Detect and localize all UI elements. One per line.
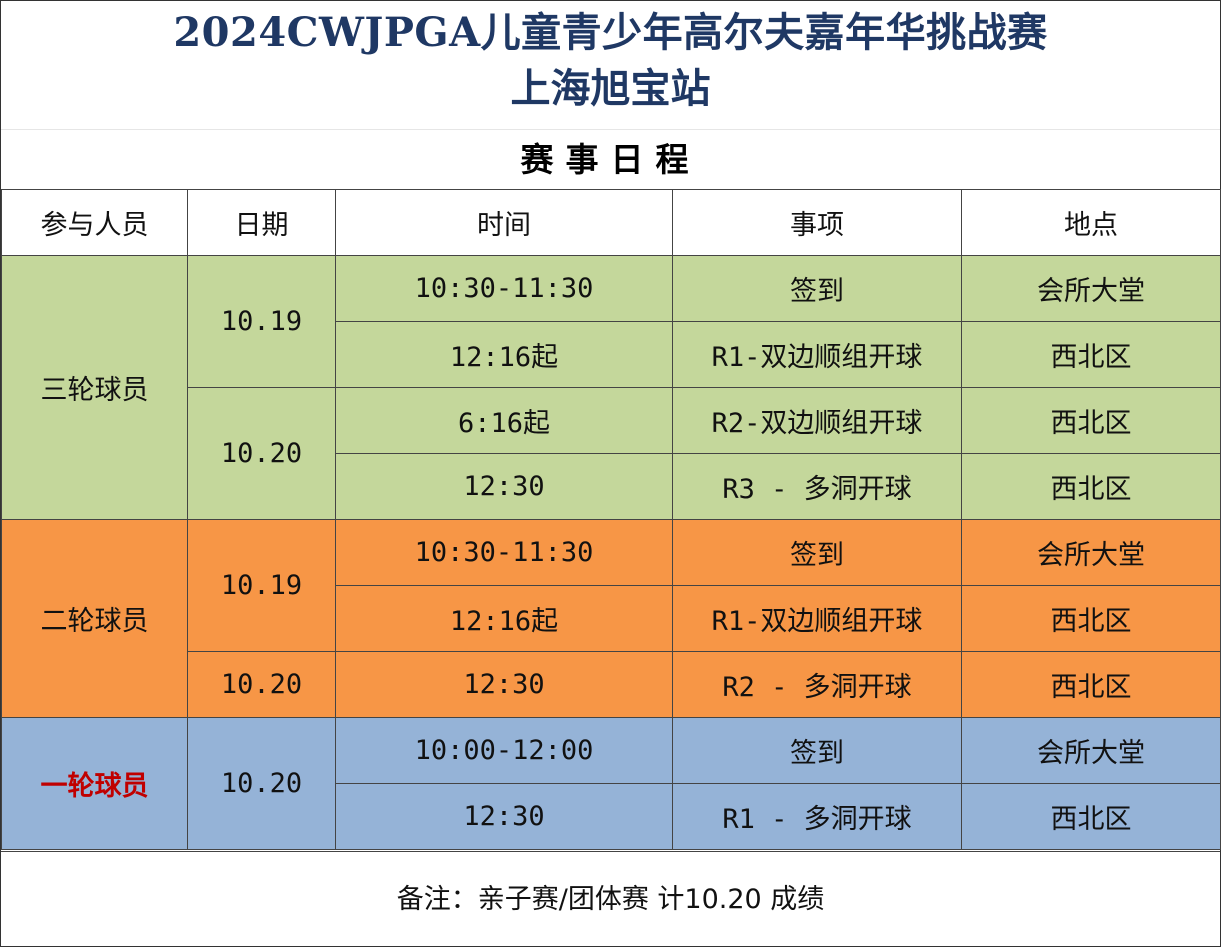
footnote: 备注：亲子赛/团体赛 计10.20 成绩 — [1, 851, 1220, 947]
item-cell: R3 - 多洞开球 — [672, 453, 962, 520]
item-cell: 签到 — [672, 255, 962, 322]
participant-cell: 一轮球员 — [1, 717, 188, 850]
item-cell: R1 - 多洞开球 — [672, 783, 962, 850]
date-cell: 10.19 — [187, 519, 336, 652]
place-cell: 西北区 — [961, 585, 1221, 652]
table-row: 10.20 12:30 R2 - 多洞开球 西北区 — [1, 651, 1221, 718]
time-cell: 6:16起 — [335, 387, 673, 454]
time-cell: 12:16起 — [335, 321, 673, 388]
table-row: 一轮球员 10.20 10:00-12:00 签到 会所大堂 — [1, 717, 1221, 850]
item-cell: R2-双边顺组开球 — [672, 387, 962, 454]
place-cell: 西北区 — [961, 651, 1221, 718]
item-cell: 签到 — [672, 717, 962, 784]
header-row: 参与人员 日期 时间 事项 地点 — [1, 189, 1221, 256]
event-title-line2: 上海旭宝站 — [510, 65, 711, 112]
time-cell: 10:00-12:00 — [335, 717, 673, 784]
time-cell: 10:30-11:30 — [335, 519, 673, 586]
header-date: 日期 — [187, 189, 336, 256]
event-title: 2024CWJPGA儿童青少年高尔夫嘉年华挑战赛 上海旭宝站 — [1, 1, 1220, 130]
date-cell: 10.20 — [187, 387, 336, 520]
place-cell: 西北区 — [961, 783, 1221, 850]
time-cell: 12:30 — [335, 651, 673, 718]
item-cell: 签到 — [672, 519, 962, 586]
schedule-table: 参与人员 日期 时间 事项 地点 三轮球员 10.19 10:30-11:30 … — [1, 189, 1221, 850]
table-row: 三轮球员 10.19 10:30-11:30 签到 会所大堂 — [1, 255, 1221, 520]
table-row: 二轮球员 10.19 10:30-11:30 签到 会所大堂 — [1, 519, 1221, 718]
date-cell: 10.20 — [187, 717, 336, 850]
table-row: 10.20 6:16起 R2-双边顺组开球 西北区 — [1, 387, 1221, 520]
date-cell: 10.20 — [187, 651, 336, 718]
header-time: 时间 — [335, 189, 673, 256]
place-cell: 西北区 — [961, 453, 1221, 520]
header-place: 地点 — [961, 189, 1221, 256]
participant-cell: 二轮球员 — [1, 519, 188, 718]
place-cell: 会所大堂 — [961, 717, 1221, 784]
participant-cell: 三轮球员 — [1, 255, 188, 520]
time-cell: 12:30 — [335, 453, 673, 520]
time-cell: 12:16起 — [335, 585, 673, 652]
header-participant: 参与人员 — [1, 189, 188, 256]
place-cell: 西北区 — [961, 321, 1221, 388]
schedule-subtitle: 赛事日程 — [520, 140, 701, 179]
place-cell: 会所大堂 — [961, 519, 1221, 586]
item-cell: R1-双边顺组开球 — [672, 585, 962, 652]
item-cell: R2 - 多洞开球 — [672, 651, 962, 718]
footnote-text: 备注：亲子赛/团体赛 计10.20 成绩 — [396, 884, 825, 915]
place-cell: 会所大堂 — [961, 255, 1221, 322]
header-item: 事项 — [672, 189, 962, 256]
time-cell: 10:30-11:30 — [335, 255, 673, 322]
item-cell: R1-双边顺组开球 — [672, 321, 962, 388]
date-cell: 10.19 — [187, 255, 336, 388]
event-title-line1: 2024CWJPGA儿童青少年高尔夫嘉年华挑战赛 — [173, 9, 1048, 56]
time-cell: 12:30 — [335, 783, 673, 850]
place-cell: 西北区 — [961, 387, 1221, 454]
